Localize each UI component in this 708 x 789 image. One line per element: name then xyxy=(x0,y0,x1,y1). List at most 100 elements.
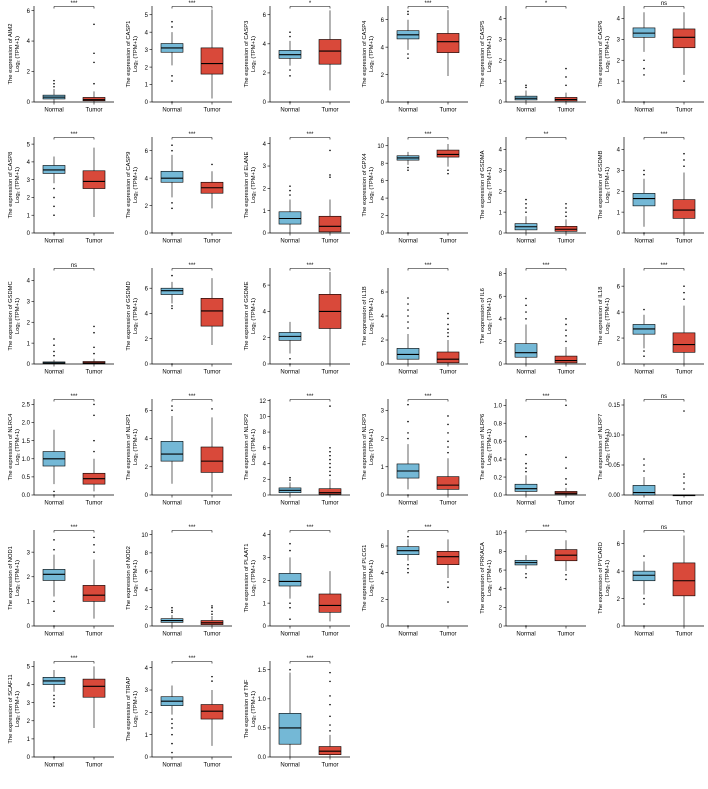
significance-label: *** xyxy=(424,263,432,269)
plot-area: 0 2 4 6 Normal Tumor *** xyxy=(381,1,468,114)
outlier-point xyxy=(683,298,685,300)
x-tick-label: Normal xyxy=(162,239,181,245)
plot-area: 0 1 2 3 4 Normal Tumor *** xyxy=(263,525,350,638)
plot-area: 0 2 4 6 Normal Tumor ns xyxy=(617,525,704,638)
outlier-point xyxy=(447,328,449,330)
y-tick-label: 3 xyxy=(263,164,267,170)
outlier-point xyxy=(565,84,567,87)
outlier-point xyxy=(289,549,291,552)
outlier-point xyxy=(643,350,645,352)
y-tick-label: 4 xyxy=(263,533,267,539)
y-axis-title-line2: Log₂ (TPM+1) xyxy=(487,560,493,596)
significance-label: *** xyxy=(660,132,668,138)
y-tick-label: 0 xyxy=(27,624,31,630)
box-normal xyxy=(160,20,184,103)
y-tick-label: 0.00 xyxy=(608,493,620,499)
y-tick-label: 6 xyxy=(617,542,621,548)
y-tick-label: 6 xyxy=(499,294,503,300)
x-tick-label: Normal xyxy=(44,239,63,245)
y-tick-label: 4 xyxy=(617,310,621,316)
x-tick-label: Tumor xyxy=(321,763,338,769)
y-axis-title: The expression of PRKACA Log₂ (TPM+1) xyxy=(480,542,493,614)
y-tick-label: 6 xyxy=(381,18,385,24)
box-normal xyxy=(514,198,538,233)
outlier-point xyxy=(407,297,409,299)
outlier-point xyxy=(329,450,331,453)
box-normal xyxy=(514,435,538,495)
outlier-point xyxy=(289,602,291,604)
iqr-box xyxy=(200,298,224,327)
y-axis-title-line1: The expression of PRKACA xyxy=(480,542,486,614)
x-tick-label: Normal xyxy=(44,108,63,114)
iqr-box xyxy=(42,569,66,581)
outlier-point xyxy=(329,149,331,152)
boxplot-panel-aim2: 0 2 4 6 Normal Tumor *** The expression of AIM2… xyxy=(0,0,118,131)
boxplot-svg: 0 2 4 6 Normal Tumor *** The expression of CASP… xyxy=(362,1,468,114)
y-tick-label: 4 xyxy=(617,569,621,575)
outlier-point xyxy=(53,214,55,217)
outlier-point xyxy=(683,410,685,412)
y-axis-title-line1: The expression of GSDMD xyxy=(126,281,132,350)
plot-area: 0 1 2 3 4 Normal Tumor ** xyxy=(499,132,586,245)
y-tick-label: 2 xyxy=(263,578,267,584)
y-tick-label: 3 xyxy=(499,169,503,175)
outlier-point xyxy=(329,174,331,176)
outlier-point xyxy=(93,346,95,349)
y-axis-title-line2: Log₂ (TPM+1) xyxy=(369,298,375,334)
y-axis-title-line1: The expression of CASP9 xyxy=(126,152,132,219)
outlier-point xyxy=(329,715,331,718)
y-axis-title: The expression of GSDME Log₂ (TPM+1) xyxy=(244,281,257,350)
outlier-point xyxy=(329,466,331,469)
y-tick-label: 5 xyxy=(145,13,149,19)
boxplot-svg: 0 2 4 6 Normal Tumor *** The expression of AIM2… xyxy=(8,1,114,114)
box-normal xyxy=(160,606,184,626)
significance-label: ns xyxy=(661,394,667,400)
x-tick-label: Tumor xyxy=(557,632,574,638)
x-tick-label: Tumor xyxy=(675,501,692,507)
outlier-point xyxy=(565,404,567,407)
y-axis-title-line2: Log₂ (TPM+1) xyxy=(487,429,493,465)
boxplot-svg: 0 2 4 6 Normal Tumor *** The expression of GSDM… xyxy=(244,263,350,376)
significance-label: *** xyxy=(188,394,196,400)
y-axis-title: The expression of PYCARD Log₂ (TPM+1) xyxy=(598,542,611,614)
boxplot-svg: 0 1 2 3 4 Normal Tumor *** The expression of TIR… xyxy=(126,656,232,769)
y-tick-label: 2 xyxy=(145,337,149,343)
outlier-point xyxy=(525,311,527,313)
outlier-point xyxy=(53,82,55,85)
box-tumor xyxy=(200,278,224,346)
box-normal xyxy=(632,169,656,234)
outlier-point xyxy=(53,196,55,199)
outlier-point xyxy=(525,318,527,320)
boxplot-panel-nlrp7: 0.00 0.05 0.10 0.15 Normal Tumor ns The express… xyxy=(590,393,708,524)
iqr-box xyxy=(318,746,342,755)
plot-area: 0 1 2 3 4 Normal Tumor *** xyxy=(617,132,704,245)
y-axis-title: The expression of PLCG1 Log₂ (TPM+1) xyxy=(362,545,375,612)
box-tumor xyxy=(318,149,342,233)
y-tick-label: 2 xyxy=(145,65,149,71)
outlier-point xyxy=(289,35,291,38)
y-axis-title: The expression of GSDMA Log₂ (TPM+1) xyxy=(480,150,493,219)
box-tumor xyxy=(554,67,578,102)
outlier-point xyxy=(407,327,409,329)
y-tick-label: 0 xyxy=(145,362,149,368)
y-tick-label: 0.4 xyxy=(494,457,503,463)
x-tick-label: Tumor xyxy=(203,370,220,376)
boxplot-panel-casp9: 0 2 4 6 Normal Tumor *** The expression of CASP… xyxy=(118,131,236,262)
y-tick-label: 2 xyxy=(27,70,31,76)
significance-label: *** xyxy=(188,1,196,7)
plot-area: 0 1 2 3 4 5 Normal Tumor *** xyxy=(145,1,232,114)
outlier-point xyxy=(447,169,449,171)
y-tick-label: 4 xyxy=(145,176,149,182)
x-tick-label: Tumor xyxy=(203,501,220,507)
boxplot-panel-casp5: 0 1 2 3 4 Normal Tumor * The expression of CASP5… xyxy=(472,0,590,131)
boxplot-panel-gsdmd: 0 2 4 6 Normal Tumor *** The expression of GSDM… xyxy=(118,262,236,393)
y-axis-title: The expression of NOD1 Log₂ (TPM+1) xyxy=(8,546,21,610)
outlier-point xyxy=(565,334,567,337)
outlier-point xyxy=(53,338,55,340)
x-tick-label: Tumor xyxy=(85,632,102,638)
y-tick-label: 0 xyxy=(499,231,503,237)
boxplot-panel-gsdma: 0 1 2 3 4 Normal Tumor ** The expression of GSDM… xyxy=(472,131,590,262)
box-tumor xyxy=(436,10,460,76)
plot-area: 0 1 2 3 4 Normal Tumor *** xyxy=(263,132,350,245)
x-tick-label: Normal xyxy=(280,108,299,114)
